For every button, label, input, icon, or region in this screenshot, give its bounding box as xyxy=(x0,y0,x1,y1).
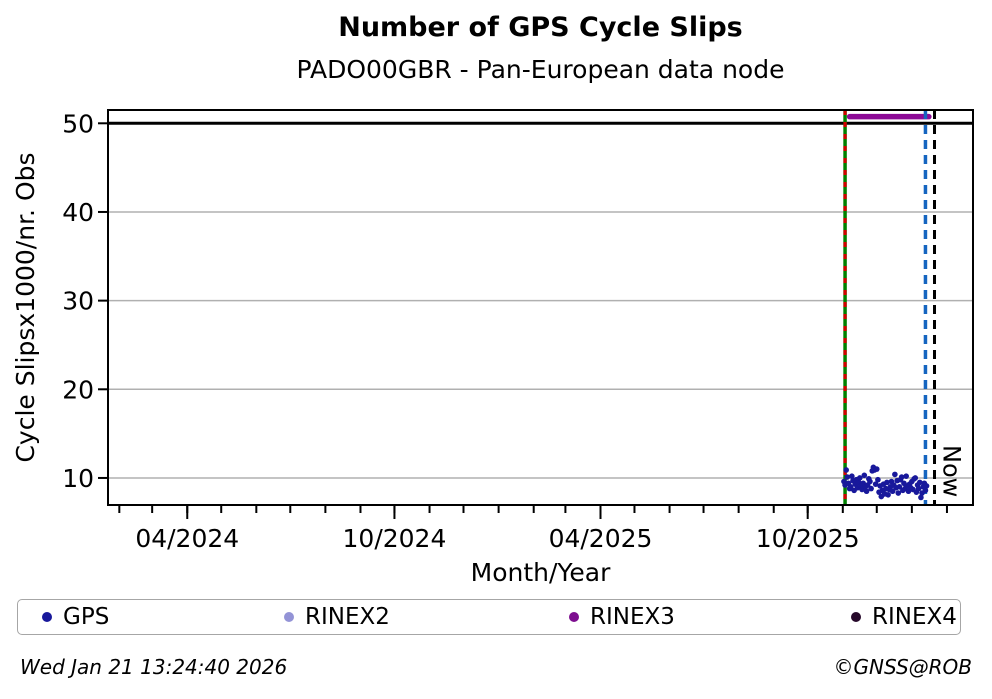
x-tick-label: 04/2025 xyxy=(549,524,653,553)
gps-data-point xyxy=(922,487,929,494)
y-tick-label: 50 xyxy=(62,109,94,138)
x-tick-label: 10/2025 xyxy=(756,524,860,553)
gps-data-point xyxy=(923,483,930,489)
x-tick-label: 04/2024 xyxy=(135,524,239,553)
chart-canvas: Now 10 20 30 40 50 04/2024 10/2024 04/2025 10/202… xyxy=(11,109,974,587)
gps-data-point xyxy=(873,466,880,472)
y-tick-label: 40 xyxy=(62,198,94,227)
gps-data-point xyxy=(843,467,849,473)
gps-data-point xyxy=(872,481,879,487)
chart-title: Number of GPS Cycle Slips xyxy=(338,12,743,43)
gps-data-point xyxy=(861,472,868,479)
legend-item-rinex2: RINEX2 xyxy=(284,600,390,634)
legend-item-rinex3: RINEX3 xyxy=(569,600,675,634)
gps-data-point xyxy=(895,490,902,496)
y-tick-label: 20 xyxy=(62,375,94,404)
copyright-label: ©GNSS@ROB xyxy=(833,655,973,679)
gps-data-point xyxy=(868,485,874,492)
gps-data-point xyxy=(916,479,923,486)
y-tick-label: 10 xyxy=(62,464,94,493)
y-axis-label: Cycle Slipsx1000/nr. Obs xyxy=(11,152,40,462)
legend-label: GPS xyxy=(63,604,110,630)
legend-item-rinex4: RINEX4 xyxy=(851,600,957,634)
plot-timestamp: Wed Jan 21 13:24:40 2026 xyxy=(20,655,288,679)
legend: GPS RINEX2 RINEX3 RINEX4 xyxy=(17,599,961,635)
x-axis-label: Month/Year xyxy=(471,558,611,587)
gps-marker-icon xyxy=(42,612,52,622)
gps-data-point xyxy=(898,474,905,480)
legend-label: RINEX2 xyxy=(305,604,390,630)
gps-data-point xyxy=(892,471,898,478)
gps-data-point xyxy=(875,476,881,483)
plot-frame xyxy=(107,109,974,506)
gps-data-point xyxy=(918,494,924,501)
gps-data-point xyxy=(889,488,896,495)
footer: Wed Jan 21 13:24:40 2026 ©GNSS@ROB xyxy=(20,655,972,679)
legend-label: RINEX3 xyxy=(590,604,675,630)
gps-data-point xyxy=(885,492,891,498)
rinex2-marker-icon xyxy=(284,612,294,622)
now-label: Now xyxy=(938,445,966,497)
gps-data-point xyxy=(849,473,855,479)
gps-data-point xyxy=(847,484,854,490)
gps-data-point xyxy=(856,475,863,481)
gps-data-point xyxy=(896,484,903,490)
gps-data-point xyxy=(867,478,873,485)
gps-data-point xyxy=(903,473,910,479)
gps-data-point xyxy=(863,488,870,495)
chart-subtitle: PADO00GBR - Pan-European data node xyxy=(296,55,785,84)
gps-data-point xyxy=(844,474,851,480)
gps-data-point xyxy=(884,479,890,486)
y-tick-label: 30 xyxy=(62,287,94,316)
rinex4-marker-icon xyxy=(851,612,861,622)
gps-data-point xyxy=(915,485,922,492)
legend-label: RINEX4 xyxy=(872,604,957,630)
rinex3-marker-icon xyxy=(569,612,579,622)
legend-item-gps: GPS xyxy=(42,600,109,634)
gps-data-point xyxy=(912,475,919,481)
x-tick-label: 10/2024 xyxy=(343,524,447,553)
